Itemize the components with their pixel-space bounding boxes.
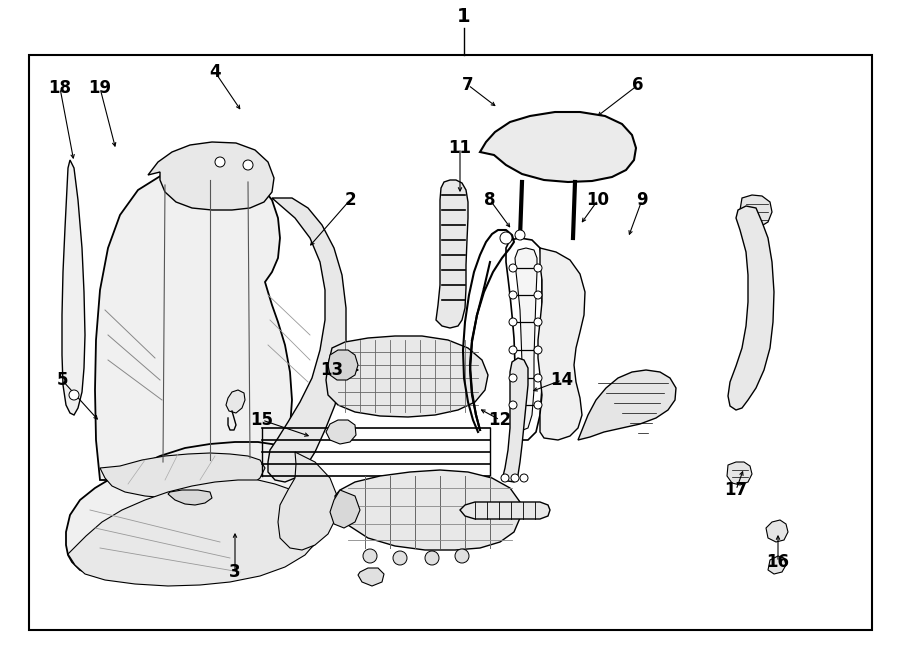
Circle shape [509,401,517,409]
Polygon shape [480,112,636,182]
Polygon shape [335,470,520,550]
Text: 12: 12 [489,411,511,429]
Circle shape [69,390,79,400]
Text: 4: 4 [209,63,220,81]
Text: 11: 11 [448,139,472,157]
Circle shape [509,264,517,272]
Polygon shape [436,180,468,328]
Polygon shape [268,198,346,482]
Circle shape [534,318,542,326]
Circle shape [509,346,517,354]
Text: 16: 16 [767,553,789,571]
Polygon shape [358,568,384,586]
Circle shape [500,232,512,244]
Text: 8: 8 [484,191,496,209]
Circle shape [363,549,377,563]
Circle shape [393,551,407,565]
Circle shape [515,230,525,240]
Polygon shape [226,390,245,413]
Polygon shape [62,160,85,415]
Polygon shape [66,442,328,582]
Circle shape [501,474,509,482]
Text: 9: 9 [636,191,648,209]
Polygon shape [278,452,338,550]
Text: 6: 6 [632,76,644,94]
Text: 18: 18 [49,79,71,97]
Bar [29,55,872,630]
Polygon shape [502,358,528,482]
Circle shape [215,157,225,167]
Circle shape [509,374,517,382]
Polygon shape [766,520,788,542]
Circle shape [534,291,542,299]
Circle shape [511,474,519,482]
Text: 13: 13 [320,361,344,379]
Polygon shape [727,462,752,485]
Circle shape [509,318,517,326]
Text: 17: 17 [724,481,748,499]
Polygon shape [95,170,292,492]
Circle shape [534,401,542,409]
Polygon shape [330,490,360,528]
Polygon shape [168,490,212,505]
Circle shape [534,264,542,272]
Polygon shape [578,370,676,440]
Circle shape [243,160,253,170]
Text: 19: 19 [88,79,112,97]
Polygon shape [515,248,537,432]
Polygon shape [728,206,774,410]
Polygon shape [506,238,542,440]
Text: 5: 5 [56,371,68,389]
Text: 15: 15 [250,411,274,429]
Polygon shape [326,420,356,444]
Circle shape [455,549,469,563]
Circle shape [534,346,542,354]
Polygon shape [740,195,772,228]
Polygon shape [326,336,488,417]
Circle shape [509,291,517,299]
Polygon shape [68,480,322,586]
Circle shape [425,551,439,565]
Text: 10: 10 [587,191,609,209]
Text: 1: 1 [457,7,471,26]
Polygon shape [460,502,550,519]
Text: 7: 7 [463,76,473,94]
Polygon shape [100,453,265,498]
Polygon shape [768,556,786,574]
Text: 14: 14 [551,371,573,389]
Text: 3: 3 [230,563,241,581]
Polygon shape [148,142,274,210]
Circle shape [520,474,528,482]
Text: 2: 2 [344,191,356,209]
Polygon shape [328,350,358,380]
Polygon shape [538,248,585,440]
Circle shape [534,374,542,382]
